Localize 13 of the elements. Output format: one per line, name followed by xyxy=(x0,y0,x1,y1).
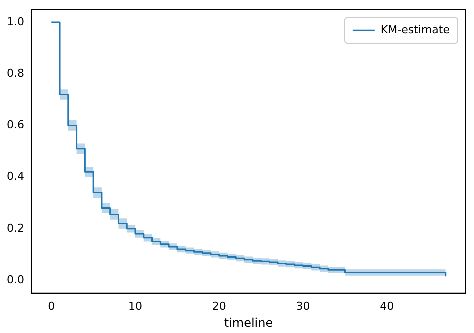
x-tick-label: 0 xyxy=(48,300,56,313)
y-tick-label: 0.6 xyxy=(6,118,24,132)
legend-label: KM-estimate xyxy=(380,23,450,36)
y-tick-label: 0.4 xyxy=(6,170,24,184)
x-tick-label: 40 xyxy=(380,300,394,313)
x-tick-label: 20 xyxy=(212,300,226,313)
y-tick-label: 1.0 xyxy=(6,15,24,28)
x-tick-label: 10 xyxy=(128,300,143,313)
y-tick-label: 0.8 xyxy=(6,66,24,80)
x-axis-title: timeline xyxy=(224,316,274,330)
y-tick-label: 0.2 xyxy=(6,222,24,235)
x-tick-label: 30 xyxy=(296,300,310,313)
y-tick-label: 0.0 xyxy=(6,273,24,286)
